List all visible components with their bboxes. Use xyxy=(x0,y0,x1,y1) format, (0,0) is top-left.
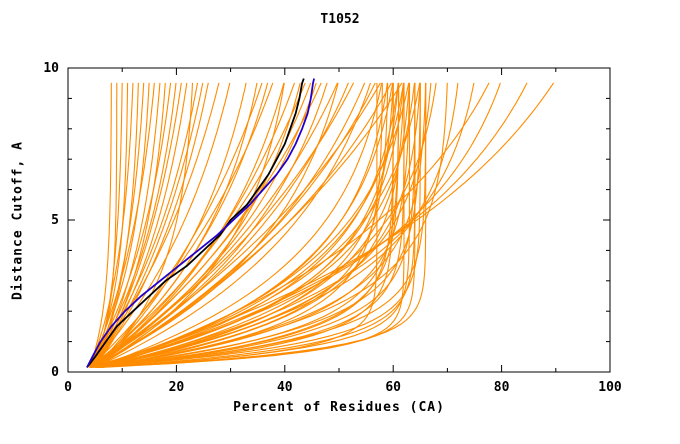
y-axis-label: Distance Cutoff, A xyxy=(10,141,26,300)
model-curve xyxy=(94,82,371,368)
model-curve xyxy=(94,82,376,368)
x-tick-label: 20 xyxy=(169,380,185,395)
blue-model-curve xyxy=(86,78,315,368)
chart-title: T1052 xyxy=(320,12,360,27)
model-curve xyxy=(89,82,155,368)
model-curve xyxy=(89,82,301,368)
model-curve xyxy=(89,82,258,368)
model-curve xyxy=(94,82,475,368)
model-curve xyxy=(95,82,427,368)
model-curve xyxy=(94,82,139,368)
model-curve xyxy=(89,82,339,368)
model-curve xyxy=(100,82,437,368)
model-curve xyxy=(94,82,188,368)
model-curve xyxy=(95,82,448,368)
model-curve xyxy=(89,82,381,368)
model-curve xyxy=(94,82,338,368)
y-tick-label: 0 xyxy=(51,365,59,380)
model-curve xyxy=(94,82,161,368)
model-curve xyxy=(94,82,322,368)
model-curve xyxy=(100,82,490,368)
model-curve xyxy=(94,82,269,368)
model-curve xyxy=(100,82,416,368)
x-tick-label: 60 xyxy=(385,380,401,395)
model-curve xyxy=(94,82,194,368)
model-curve xyxy=(94,82,123,368)
x-axis-label: Percent of Residues (CA) xyxy=(233,400,445,415)
model-curve xyxy=(89,82,312,368)
model-curve xyxy=(94,82,459,368)
x-tick-label: 100 xyxy=(598,380,622,395)
x-tick-label: 80 xyxy=(494,380,510,395)
model-curve xyxy=(94,82,501,368)
model-curve xyxy=(94,82,247,368)
y-tick-label: 5 xyxy=(51,213,59,228)
model-curve xyxy=(89,82,172,368)
x-tick-label: 40 xyxy=(277,380,293,395)
model-curve xyxy=(89,82,112,368)
model-curve xyxy=(100,82,528,368)
x-tick-label: 0 xyxy=(64,380,72,395)
model-curve xyxy=(94,82,296,368)
model-curve xyxy=(94,82,285,368)
model-curve xyxy=(95,82,394,368)
y-tick-label: 10 xyxy=(43,61,59,76)
model-curve xyxy=(89,82,231,368)
model-curve xyxy=(95,82,427,368)
model-curve xyxy=(89,82,378,368)
model-curve xyxy=(89,82,150,368)
model-curve xyxy=(89,82,118,368)
model-curve xyxy=(94,82,182,368)
model-curve xyxy=(94,82,349,368)
model-curve xyxy=(100,82,400,368)
black-model-curve xyxy=(86,78,305,368)
model-curve xyxy=(89,82,421,368)
model-curve xyxy=(89,82,421,368)
model-curve xyxy=(89,82,220,368)
